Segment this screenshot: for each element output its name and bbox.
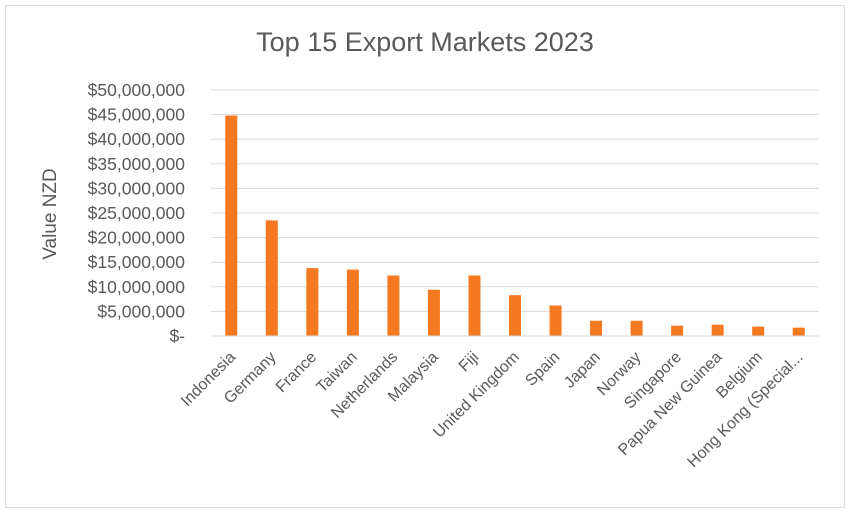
y-tick-label: $40,000,000	[88, 129, 186, 149]
bar-japan	[590, 320, 603, 336]
bar-germany	[265, 220, 278, 336]
y-tick-label: $10,000,000	[88, 277, 186, 297]
bar-papua-new-guinea	[711, 324, 724, 336]
bar-taiwan	[346, 269, 359, 336]
y-tick-label: $5,000,000	[97, 301, 185, 321]
y-tick-label: $35,000,000	[88, 154, 186, 174]
chart-frame	[5, 5, 845, 508]
y-axis-ticks: $- $5,000,000 $10,000,000 $15,000,000 $20,00…	[88, 80, 186, 346]
bar-belgium	[752, 326, 765, 336]
y-tick-label: $50,000,000	[88, 80, 186, 100]
y-tick-label: $25,000,000	[88, 203, 186, 223]
y-tick-label: $15,000,000	[88, 252, 186, 272]
bar-singapore	[671, 325, 684, 336]
bar-spain	[549, 305, 562, 336]
bar-malaysia	[427, 289, 440, 336]
bar-fiji	[468, 275, 481, 336]
y-tick-label: $-	[169, 326, 185, 346]
x-axis-categories: IndonesiaGermanyFranceTaiwanNetherlandsM…	[178, 349, 807, 471]
x-tick-label: Fiji	[456, 349, 482, 375]
chart-title: Top 15 Export Markets 2023	[256, 27, 594, 57]
bar-indonesia	[225, 115, 238, 336]
y-axis-label: Value NZD	[40, 168, 61, 260]
bars	[225, 115, 805, 336]
x-tick-label: Spain	[522, 349, 563, 390]
y-tick-label: $45,000,000	[88, 105, 186, 125]
bar-netherlands	[387, 275, 400, 336]
bar-hong-kong-special	[792, 327, 805, 336]
bar-united-kingdom	[509, 295, 521, 336]
bar-france	[306, 268, 319, 336]
x-tick-label: France	[273, 349, 320, 396]
y-tick-label: $30,000,000	[88, 178, 186, 198]
bar-norway	[630, 320, 643, 336]
y-tick-label: $20,000,000	[88, 228, 186, 248]
gridlines	[211, 89, 819, 312]
